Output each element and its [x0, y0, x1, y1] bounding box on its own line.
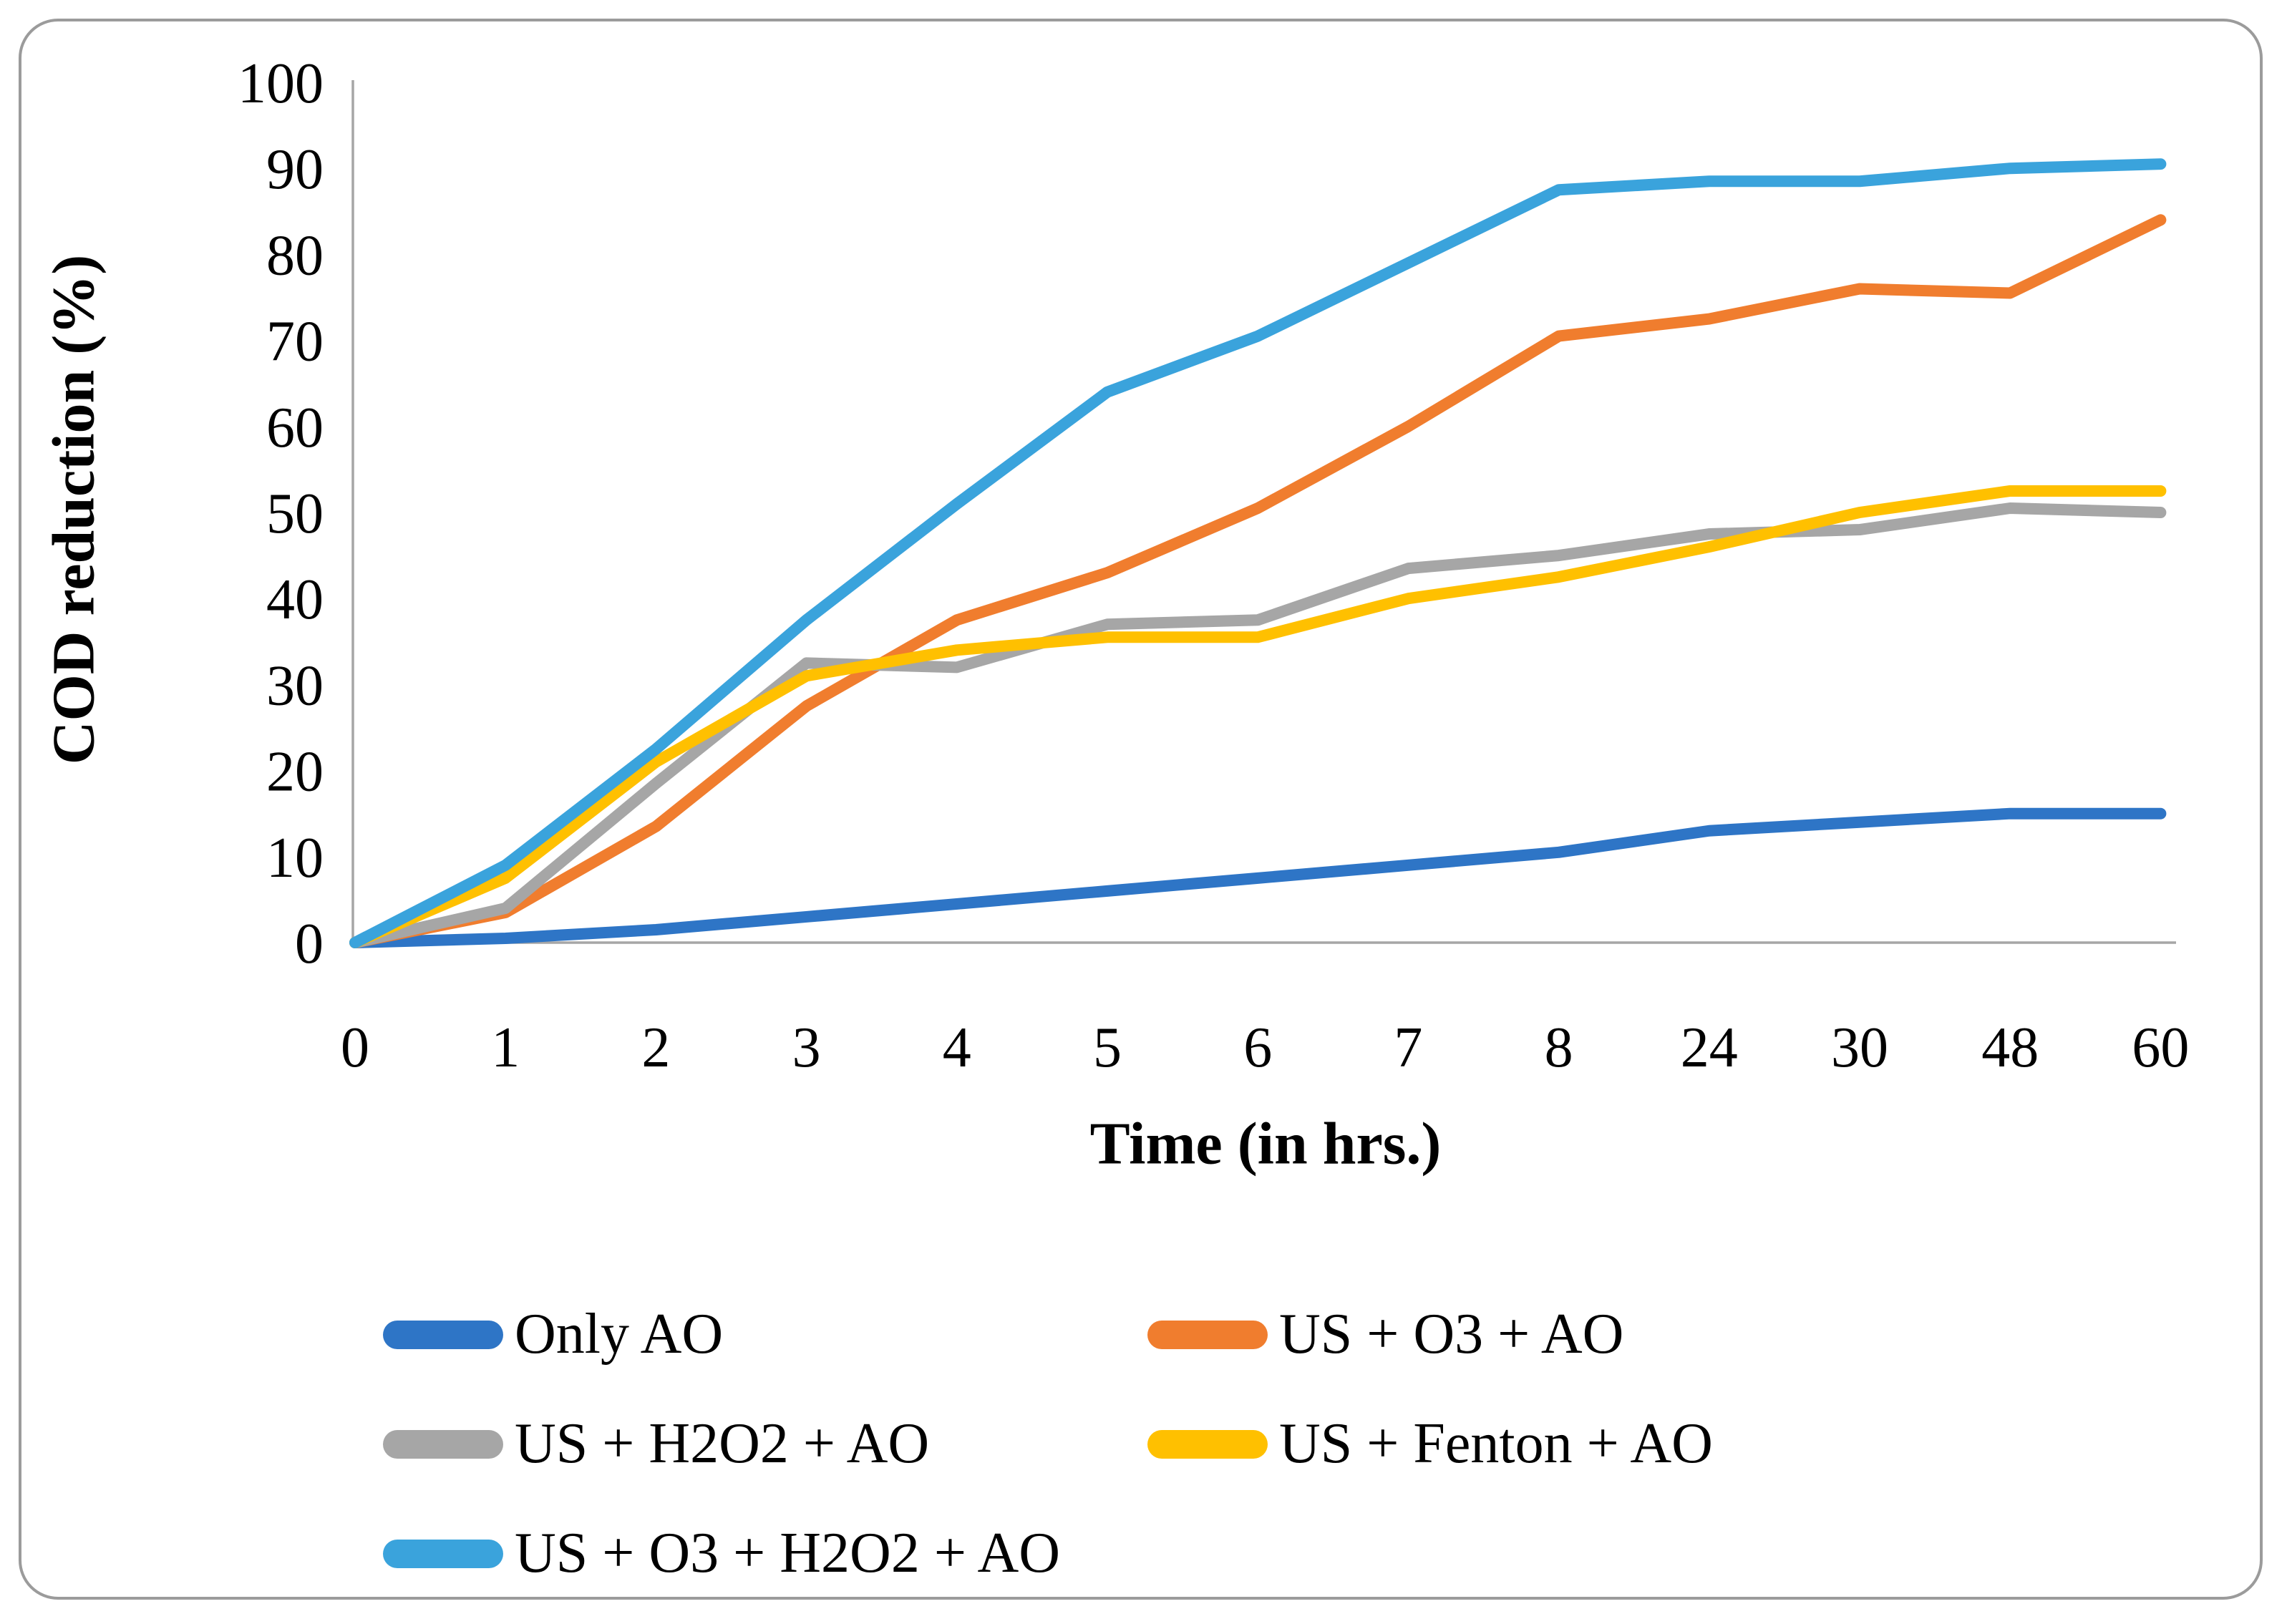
y-tick-label: 70 — [266, 311, 324, 374]
legend-label: US + O3 + AO — [1279, 1303, 1624, 1366]
chart-legend: Only AO US + O3 + AO US + H2O2 + AO US + Fe… — [383, 1297, 1713, 1591]
x-tick-label: 7 — [1394, 1016, 1422, 1079]
legend-label: Only AO — [515, 1303, 724, 1366]
x-tick-label: 0 — [341, 1016, 369, 1079]
legend-swatch-icon — [383, 1539, 503, 1568]
legend-swatch-icon — [1147, 1429, 1268, 1459]
series-line-us-o3-h2o2-ao — [349, 158, 2167, 948]
x-tick-label: 4 — [943, 1016, 971, 1079]
x-axis-title: Time (in hrs.) — [1089, 1110, 1442, 1177]
y-tick-label: 30 — [266, 654, 324, 717]
y-tick-label: 0 — [295, 913, 324, 976]
legend-swatch-icon — [383, 1320, 503, 1349]
series-line-us-fenton-ao — [349, 485, 2167, 948]
y-tick-label: 90 — [266, 138, 324, 201]
x-tick-label: 5 — [1093, 1016, 1122, 1079]
legend-item: US + Fenton + AO — [1147, 1406, 1713, 1482]
y-axis-title: COD reduction (%) — [40, 254, 107, 765]
legend-label: US + O3 + H2O2 + AO — [515, 1522, 1061, 1585]
series-line-only-ao — [349, 807, 2167, 948]
y-tick-label: 50 — [266, 482, 324, 545]
y-tick-label: 80 — [266, 224, 324, 287]
legend-item: US + O3 + H2O2 + AO — [383, 1516, 1147, 1591]
legend-label: US + Fenton + AO — [1279, 1412, 1713, 1475]
x-tick-label: 48 — [1981, 1016, 2039, 1079]
x-tick-label: 1 — [491, 1016, 520, 1079]
legend-item: US + H2O2 + AO — [383, 1406, 1147, 1482]
y-tick-label: 40 — [266, 568, 324, 631]
y-tick-label: 20 — [266, 741, 324, 804]
x-tick-label: 3 — [792, 1016, 821, 1079]
y-tick-label: 10 — [266, 827, 324, 890]
legend-item: Only AO — [383, 1297, 1147, 1372]
legend-label: US + H2O2 + AO — [515, 1412, 930, 1475]
x-tick-label: 24 — [1681, 1016, 1738, 1079]
x-tick-label: 60 — [2132, 1016, 2189, 1079]
series-line-us-h2o2-ao — [349, 502, 2167, 948]
series-line-us-o3-ao — [349, 214, 2167, 948]
x-tick-label: 8 — [1545, 1016, 1573, 1079]
y-tick-label: 100 — [238, 52, 324, 115]
legend-swatch-icon — [383, 1429, 503, 1459]
x-tick-label: 6 — [1243, 1016, 1272, 1079]
x-tick-label: 2 — [641, 1016, 670, 1079]
y-tick-label: 60 — [266, 397, 324, 460]
legend-item: US + O3 + AO — [1147, 1297, 1713, 1372]
x-tick-label: 30 — [1831, 1016, 1888, 1079]
legend-swatch-icon — [1147, 1320, 1268, 1349]
